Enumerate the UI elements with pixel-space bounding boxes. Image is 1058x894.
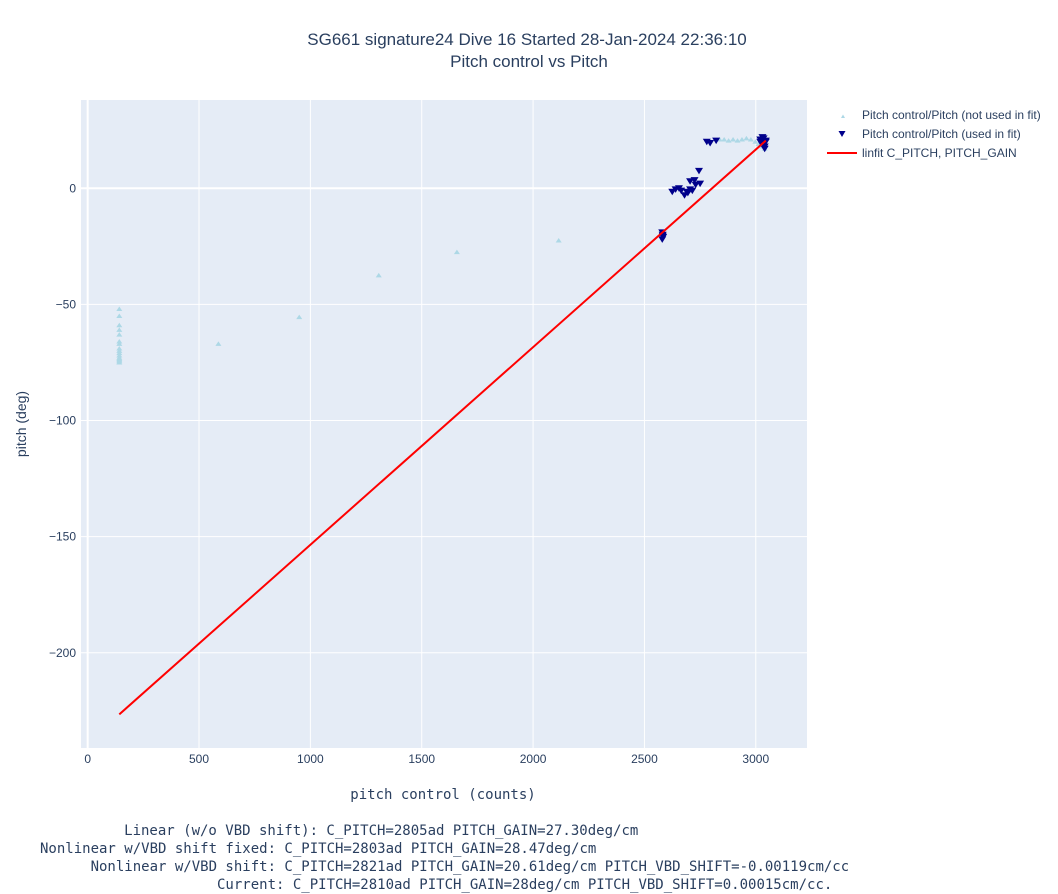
data-point-used [712, 137, 721, 145]
fit-note-nonlinear-fixed-text: Nonlinear w/VBD shift fixed: C_PITCH=280… [40, 841, 597, 857]
fit-note-current-text: Current: C_PITCH=2810ad PITCH_GAIN=28deg… [40, 877, 833, 893]
data-point-used [706, 139, 715, 147]
grid-lines [81, 100, 807, 748]
data-point-not-used [116, 352, 123, 358]
legend-label-used: Pitch control/Pitch (used in fit) [862, 127, 1021, 141]
data-point-not-used [116, 306, 123, 312]
data-point-not-used [116, 346, 123, 351]
data-point-used [756, 138, 765, 146]
fit-note-nonlinear-shift: Nonlinear w/VBD shift: C_PITCH=2821ad PI… [40, 858, 850, 876]
data-point-used [682, 188, 691, 196]
data-point-used [759, 135, 768, 142]
y-tick-label: 0 [69, 181, 76, 195]
legend[interactable]: Pitch control/Pitch (not used in fit) Pi… [827, 108, 1041, 160]
data-point-not-used [116, 339, 123, 344]
data-point-not-used [734, 138, 741, 143]
data-point-not-used [296, 314, 303, 320]
x-axis-title: pitch control (counts) [350, 787, 535, 803]
data-point-not-used [116, 359, 123, 365]
data-point-not-used [453, 249, 460, 255]
data-point-not-used [725, 138, 732, 143]
x-tick-label: 2000 [520, 752, 547, 766]
data-point-not-used [747, 136, 754, 142]
data-point-not-used [116, 350, 123, 356]
data-point-not-used [116, 313, 123, 318]
data-point-not-used [555, 238, 562, 243]
fit-note-current: Current: C_PITCH=2810ad PITCH_GAIN=28deg… [40, 876, 832, 894]
x-tick-label: 500 [189, 752, 209, 766]
legend-item-used[interactable]: Pitch control/Pitch (used in fit) [838, 127, 1021, 141]
legend-item-not-used[interactable]: Pitch control/Pitch (not used in fit) [841, 108, 1041, 122]
data-point-used [690, 177, 699, 184]
fit-note-linear-text: Linear (w/o VBD shift): C_PITCH=2805ad P… [82, 823, 639, 839]
data-point-used [688, 187, 697, 195]
data-point-not-used [116, 332, 123, 337]
data-point-used [694, 167, 703, 175]
data-point-used [696, 180, 705, 188]
data-point-not-used [116, 327, 123, 332]
data-point-used [691, 181, 700, 189]
data-point-not-used [752, 139, 759, 144]
chart-figure: SG661 signature24 Dive 16 Started 28-Jan… [13, 30, 1041, 803]
data-point-not-used [743, 135, 750, 141]
legend-item-linfit[interactable]: linfit C_PITCH, PITCH_GAIN [827, 146, 1017, 160]
x-tick-label: 2500 [631, 752, 658, 766]
fit-line [118, 139, 767, 716]
chart-title: SG661 signature24 Dive 16 Started 28-Jan… [307, 30, 746, 49]
fit-note-linear: Linear (w/o VBD shift): C_PITCH=2805ad P… [82, 822, 638, 840]
data-point-used [658, 236, 667, 243]
data-point-not-used [738, 136, 745, 142]
data-point-used [760, 145, 769, 153]
y-tick-label: −100 [49, 414, 76, 428]
x-tick-label: 0 [84, 752, 91, 766]
x-tick-label: 3000 [742, 752, 769, 766]
data-series [116, 134, 770, 716]
y-tick-label: −150 [49, 530, 76, 544]
data-point-not-used [375, 272, 382, 278]
x-axis-ticks: 0 500 1000 1500 2000 2500 3000 [84, 752, 769, 766]
fit-note-nonlinear-fixed: Nonlinear w/VBD shift fixed: C_PITCH=280… [40, 840, 596, 858]
x-tick-label: 1000 [297, 752, 324, 766]
chart-subtitle: Pitch control vs Pitch [450, 52, 608, 71]
data-point-not-used [116, 322, 123, 328]
y-axis-title: pitch (deg) [13, 391, 29, 457]
y-tick-label: −50 [56, 297, 77, 311]
data-point-not-used [116, 341, 123, 346]
data-point-not-used [215, 341, 222, 346]
fit-note-nonlinear-shift-text: Nonlinear w/VBD shift: C_PITCH=2821ad PI… [40, 859, 850, 875]
y-tick-label: −200 [49, 646, 76, 660]
data-point-not-used [730, 136, 737, 142]
data-point-not-used [721, 136, 728, 142]
legend-label-linfit: linfit C_PITCH, PITCH_GAIN [862, 146, 1017, 160]
data-point-used [686, 178, 695, 185]
y-axis-ticks: 0 −50 −100 −150 −200 [49, 181, 76, 660]
data-point-not-used [116, 348, 123, 353]
legend-label-not-used: Pitch control/Pitch (not used in fit) [862, 108, 1041, 122]
legend-marker-triangle-down [838, 131, 846, 137]
x-tick-label: 1500 [408, 752, 435, 766]
legend-marker-triangle-up [841, 114, 845, 118]
